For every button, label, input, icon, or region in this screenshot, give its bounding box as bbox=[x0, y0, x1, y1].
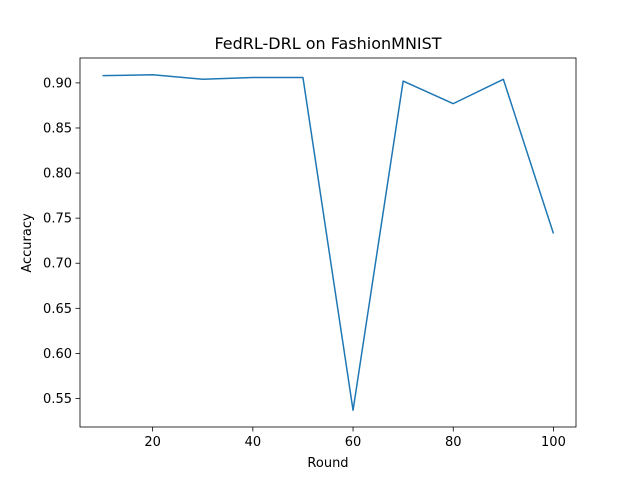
x-tick-label: 20 bbox=[144, 435, 161, 450]
y-tick-label: 0.85 bbox=[43, 121, 72, 136]
x-tick-label: 100 bbox=[541, 435, 566, 450]
x-tick-label: 80 bbox=[445, 435, 462, 450]
chart-title: FedRL-DRL on FashionMNIST bbox=[214, 34, 441, 53]
y-tick-label: 0.55 bbox=[43, 392, 72, 407]
axes-frame bbox=[79, 57, 577, 428]
plot-area: 20 40 60 80 100 0.55 0.60 0.65 0.70 0.75 0.80 0.85 0… bbox=[43, 57, 577, 450]
y-tick-label: 0.80 bbox=[43, 167, 72, 182]
series-line-0 bbox=[102, 74, 555, 411]
x-tick-label: 40 bbox=[245, 435, 262, 450]
y-tick-label: 0.60 bbox=[43, 347, 72, 362]
y-tick-label: 0.75 bbox=[43, 212, 72, 227]
x-axis-label: Round bbox=[307, 456, 348, 471]
y-axis-label: Accuracy bbox=[20, 213, 35, 273]
y-tick-label: 0.90 bbox=[43, 76, 72, 91]
y-tick-label: 0.65 bbox=[43, 302, 72, 317]
x-tick-label: 60 bbox=[345, 435, 362, 450]
y-tick-label: 0.70 bbox=[43, 257, 72, 272]
